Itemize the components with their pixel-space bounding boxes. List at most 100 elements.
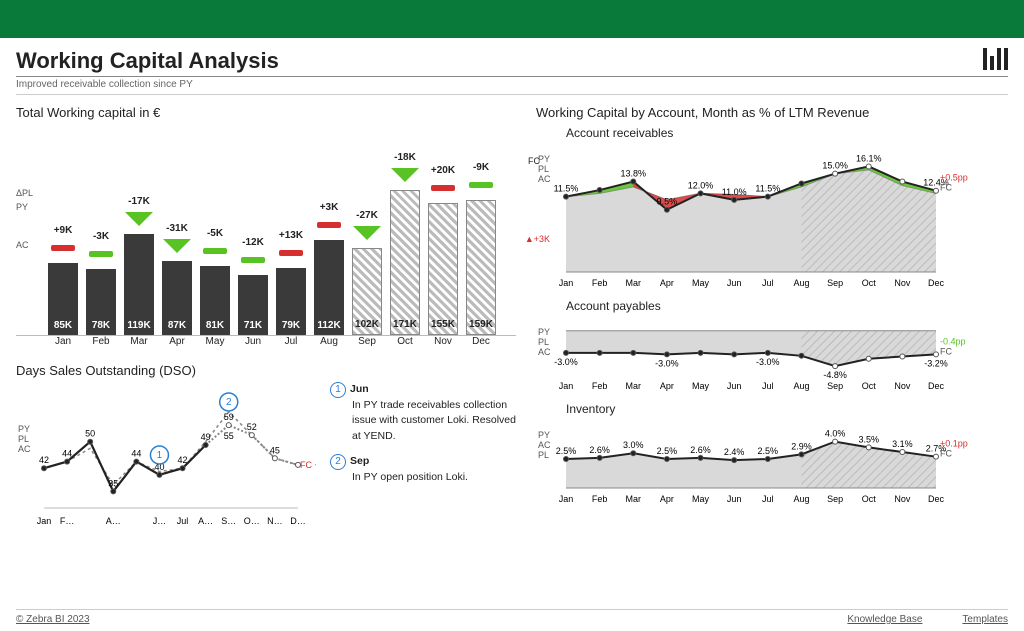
bar-group: -12K71K — [236, 275, 270, 335]
svg-text:3.0%: 3.0% — [623, 440, 644, 450]
svg-text:AC: AC — [18, 444, 31, 454]
svg-text:FC: FC — [940, 183, 952, 193]
svg-text:Jul: Jul — [177, 516, 189, 526]
footer-copyright[interactable]: © Zebra BI 2023 — [16, 614, 90, 625]
svg-text:Jul: Jul — [762, 494, 774, 504]
svg-text:N…: N… — [267, 516, 283, 526]
svg-text:+0.5pp: +0.5pp — [940, 173, 968, 183]
bar-group: +13K79K — [274, 268, 308, 335]
svg-text:4.0%: 4.0% — [825, 429, 846, 439]
svg-text:-3.0%: -3.0% — [756, 357, 780, 367]
svg-text:FC +2: FC +2 — [300, 460, 316, 470]
svg-text:Apr: Apr — [660, 381, 674, 391]
inv-title: Inventory — [536, 402, 1008, 416]
svg-text:2.5%: 2.5% — [556, 446, 577, 456]
svg-text:12.0%: 12.0% — [688, 180, 714, 190]
bar-group: -17K119K — [122, 234, 156, 335]
bar-group: -31K87K — [160, 261, 194, 335]
ar-title: Account receivables — [536, 126, 1008, 140]
svg-text:Oct: Oct — [862, 494, 877, 504]
svg-text:Apr: Apr — [660, 494, 674, 504]
svg-text:PL: PL — [538, 337, 549, 347]
svg-text:J…: J… — [153, 516, 167, 526]
brand-top-band — [0, 0, 1024, 38]
dso-note: 2SepIn PY open position Loki. — [330, 454, 516, 485]
svg-text:Dec: Dec — [928, 278, 945, 288]
by-account-title: Working Capital by Account, Month as % o… — [536, 105, 1008, 120]
bar-group: +20K155K — [426, 203, 460, 335]
svg-text:Sep: Sep — [827, 494, 843, 504]
svg-text:11.5%: 11.5% — [554, 184, 579, 194]
svg-text:Jun: Jun — [727, 278, 742, 288]
svg-text:11.0%: 11.0% — [722, 187, 747, 197]
svg-text:PL: PL — [538, 450, 549, 460]
ar-chart: PYPLAC11.5%13.8%9.5%12.0%11.0%11.5%15.0%… — [536, 142, 976, 292]
svg-text:35: 35 — [108, 478, 118, 488]
dso-line-chart: PYPLAC42445035444042495952455512FC +2Jan… — [16, 382, 316, 532]
svg-text:Feb: Feb — [592, 278, 608, 288]
svg-text:May: May — [692, 381, 710, 391]
bar-x-axis: JanFebMarAprMayJunJulAugSepOctNovDec — [16, 336, 516, 347]
svg-text:PY: PY — [538, 327, 550, 337]
footer-kb-link[interactable]: Knowledge Base — [847, 614, 922, 625]
svg-text:2.4%: 2.4% — [724, 447, 745, 457]
dso-title: Days Sales Outstanding (DSO) — [16, 363, 516, 378]
svg-text:Sep: Sep — [827, 278, 843, 288]
svg-text:2.9%: 2.9% — [791, 441, 812, 451]
svg-text:May: May — [692, 494, 710, 504]
svg-text:2.5%: 2.5% — [758, 446, 779, 456]
svg-text:Jan: Jan — [37, 516, 52, 526]
svg-text:Sep: Sep — [827, 381, 843, 391]
footer: © Zebra BI 2023 Knowledge Base Templates — [16, 609, 1008, 625]
svg-text:O…: O… — [244, 516, 260, 526]
inv-chart: PYACPL2.5%2.6%3.0%2.5%2.6%2.4%2.5%2.9%4.… — [536, 418, 976, 508]
dso-notes: 1JunIn PY trade receivables collection i… — [330, 382, 516, 537]
svg-text:Nov: Nov — [894, 381, 911, 391]
svg-text:Feb: Feb — [592, 381, 608, 391]
ap-chart: PYPLAC-3.0%-3.0%-3.0%-4.8%-3.2%JanFebMar… — [536, 315, 976, 395]
svg-text:Jun: Jun — [727, 381, 742, 391]
svg-text:9.5%: 9.5% — [657, 197, 678, 207]
svg-text:1: 1 — [157, 450, 163, 461]
svg-text:2.6%: 2.6% — [589, 445, 610, 455]
svg-text:FC: FC — [940, 449, 952, 459]
bar-group: +3K112K — [312, 240, 346, 335]
svg-text:3.1%: 3.1% — [892, 439, 913, 449]
svg-text:Aug: Aug — [793, 494, 809, 504]
total-wc-title: Total Working capital in € — [16, 105, 516, 120]
svg-text:-0.4pp: -0.4pp — [940, 336, 966, 346]
footer-templates-link[interactable]: Templates — [962, 614, 1008, 625]
svg-text:2: 2 — [226, 397, 232, 408]
svg-text:Jan: Jan — [559, 278, 574, 288]
svg-text:S…: S… — [221, 516, 236, 526]
svg-text:42: 42 — [39, 455, 49, 465]
svg-text:50: 50 — [85, 429, 95, 439]
svg-text:59: 59 — [224, 412, 234, 422]
svg-text:-3.0%: -3.0% — [655, 358, 679, 368]
svg-text:A…: A… — [106, 516, 121, 526]
svg-text:Feb: Feb — [592, 494, 608, 504]
svg-text:+0.1pp: +0.1pp — [940, 439, 968, 449]
svg-text:Jun: Jun — [727, 494, 742, 504]
svg-text:Mar: Mar — [626, 278, 642, 288]
header: Working Capital Analysis — [16, 48, 1008, 77]
svg-text:Aug: Aug — [793, 278, 809, 288]
ap-title: Account payables — [536, 299, 1008, 313]
svg-text:D…: D… — [290, 516, 306, 526]
bar-group: -5K81K — [198, 266, 232, 335]
svg-text:PY: PY — [538, 430, 550, 440]
svg-text:13.8%: 13.8% — [621, 169, 647, 179]
svg-text:2.5%: 2.5% — [657, 446, 678, 456]
svg-text:FC: FC — [940, 346, 952, 356]
svg-text:55: 55 — [224, 431, 234, 441]
logo-icon — [983, 48, 1008, 70]
svg-text:Mar: Mar — [626, 494, 642, 504]
delta-label: ▲+3K — [525, 234, 550, 244]
svg-text:Jul: Jul — [762, 278, 774, 288]
dso-note: 1JunIn PY trade receivables collection i… — [330, 382, 516, 444]
svg-text:Jul: Jul — [762, 381, 774, 391]
svg-text:AC: AC — [538, 440, 551, 450]
bar-group: +9K85K — [46, 263, 80, 335]
svg-text:42: 42 — [178, 455, 188, 465]
total-wc-bar-chart: ΔPL PY AC FC ▲+3K +9K85K-3K78K-17K119K-3… — [16, 126, 516, 336]
